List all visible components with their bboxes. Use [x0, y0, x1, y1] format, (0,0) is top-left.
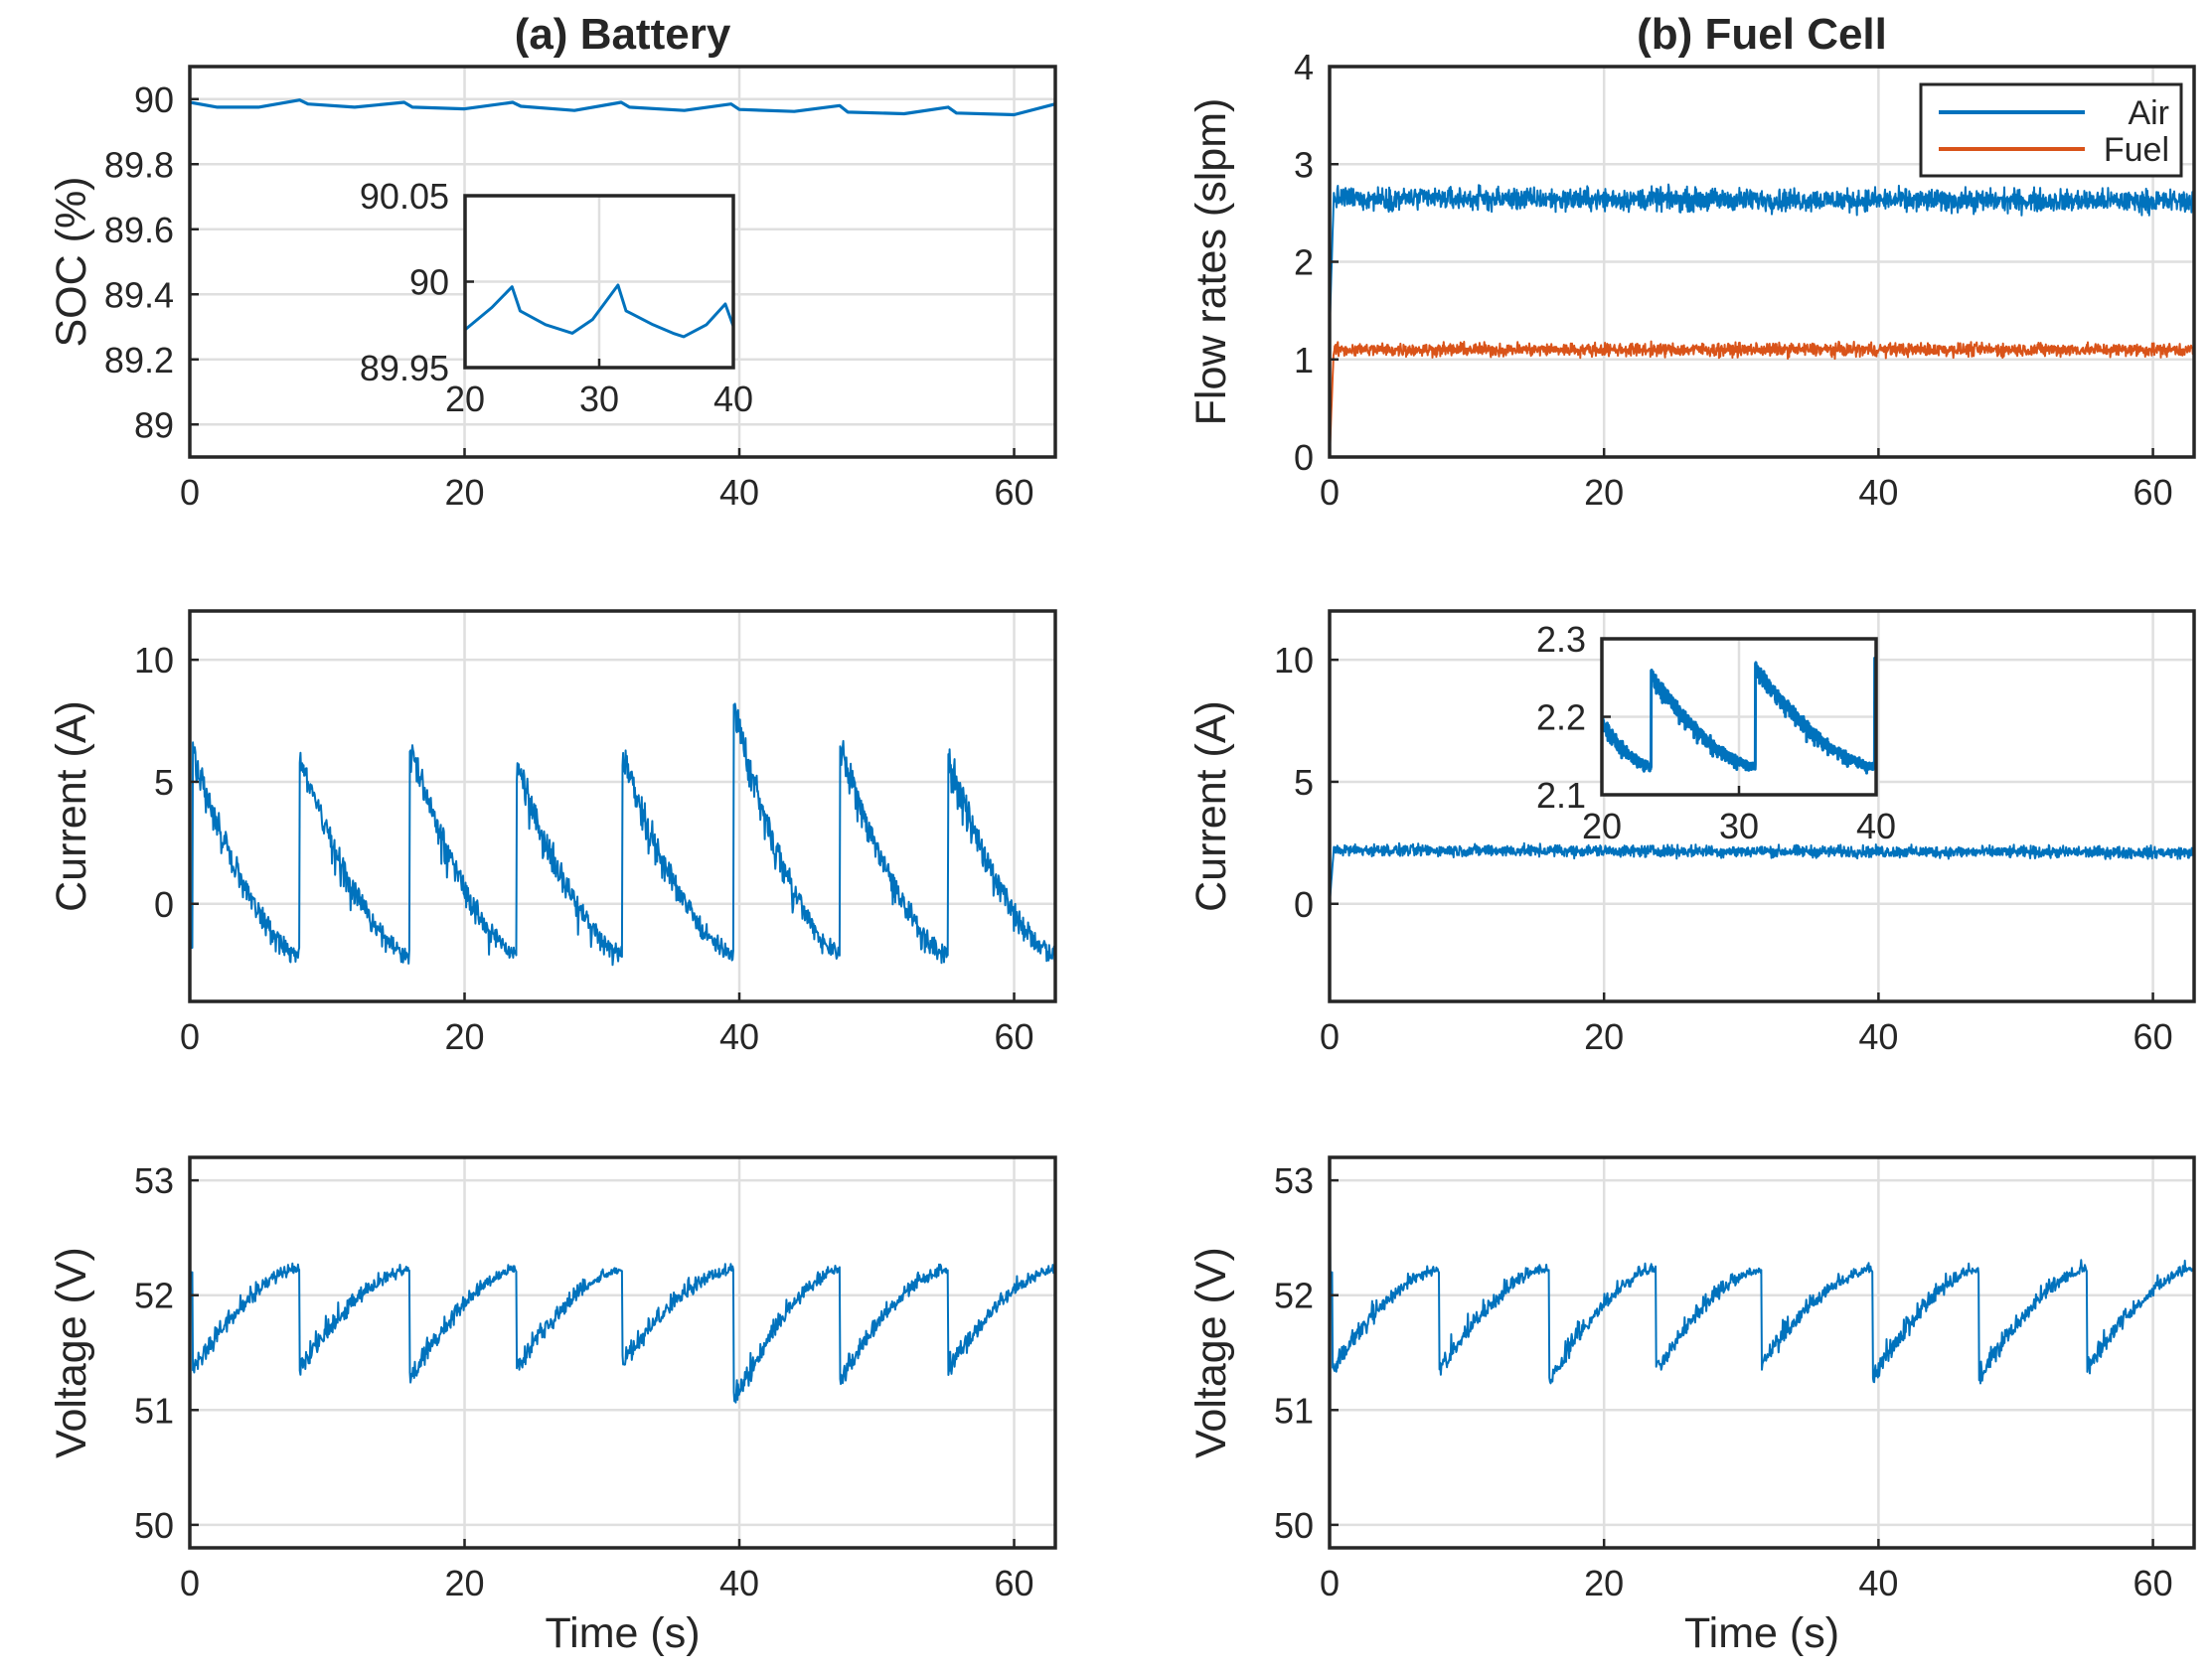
y-tick-label: 52 — [134, 1276, 174, 1316]
x-tick-label: 0 — [1320, 1563, 1340, 1603]
y-tick-label: 4 — [1294, 47, 1314, 87]
series-line-fuel-cell-current — [1330, 841, 2194, 904]
y-tick-label: 2.2 — [1536, 697, 1586, 738]
x-tick-label: 0 — [1320, 472, 1340, 513]
y-tick-label: 51 — [1274, 1390, 1314, 1431]
x-axis-label: Time (s) — [1684, 1609, 1839, 1657]
x-tick-label: 60 — [995, 1016, 1034, 1057]
y-tick-label: 53 — [1274, 1160, 1314, 1201]
series-line-battery-current — [190, 702, 1055, 967]
chart-a-voltage: 0 20 40 60 50 51 52 53 Voltage (V) Time (s) — [48, 1155, 1057, 1657]
y-tick-label: 3 — [1294, 144, 1314, 185]
y-tick-label: 89.95 — [360, 348, 449, 388]
x-tick-label: 0 — [180, 472, 200, 513]
series-line-air — [1330, 183, 2194, 331]
y-tick-label: 10 — [1274, 640, 1314, 681]
y-tick-label: 53 — [134, 1160, 174, 1201]
y-tick-label: 89.8 — [104, 144, 174, 185]
x-tick-label: 40 — [1858, 472, 1898, 513]
chart-b-flow: 0 20 40 60 0 1 2 3 4 (b) Fuel Cell Flow rates (slp… — [1187, 10, 2196, 513]
x-tick-label: 40 — [719, 472, 759, 513]
series-line-fuel-cell-voltage — [1330, 1157, 2194, 1385]
chart-title: (b) Fuel Cell — [1637, 10, 1887, 59]
x-tick-label: 60 — [2133, 1563, 2173, 1603]
x-tick-label: 0 — [1320, 1016, 1340, 1057]
y-tick-label: 0 — [1294, 437, 1314, 478]
legend-label-air: Air — [2128, 94, 2169, 132]
y-tick-label: 89 — [134, 404, 174, 445]
y-axis-label: Voltage (V) — [1187, 1247, 1235, 1458]
inset-b-current: 20 30 40 2.1 2.2 2.3 — [1536, 619, 1896, 846]
x-tick-label: 40 — [719, 1016, 759, 1057]
x-tick-label: 20 — [444, 472, 484, 513]
x-tick-label: 60 — [2133, 472, 2173, 513]
x-tick-label: 20 — [1584, 1563, 1624, 1603]
x-tick-label: 40 — [1858, 1016, 1898, 1057]
x-tick-label: 20 — [1584, 1016, 1624, 1057]
chart-title: (a) Battery — [515, 10, 731, 59]
y-tick-label: 1 — [1294, 340, 1314, 380]
x-tick-label: 20 — [445, 379, 485, 419]
y-tick-label: 51 — [134, 1390, 174, 1431]
y-tick-label: 90 — [134, 79, 174, 120]
x-tick-label: 0 — [180, 1563, 200, 1603]
y-tick-label: 2.3 — [1536, 619, 1586, 660]
series-line-battery-voltage — [190, 1262, 1055, 1404]
y-tick-label: 2 — [1294, 242, 1314, 283]
x-tick-label: 0 — [180, 1016, 200, 1057]
y-axis-label: Flow rates (slpm) — [1187, 98, 1235, 426]
x-tick-label: 20 — [1584, 472, 1624, 513]
axes-frame — [188, 1155, 1057, 1550]
y-tick-label: 90.05 — [360, 176, 449, 217]
y-tick-label: 0 — [154, 884, 174, 925]
x-tick-label: 60 — [2133, 1016, 2173, 1057]
x-tick-label: 30 — [1719, 806, 1759, 846]
chart-a-soc: 0 20 40 60 89 89.2 89.4 89.6 89.8 90 (a) Battery SO… — [48, 10, 1057, 513]
axes-frame — [188, 65, 1057, 459]
x-tick-label: 40 — [719, 1563, 759, 1603]
y-tick-label: 2.1 — [1536, 775, 1586, 816]
y-tick-label: 50 — [134, 1505, 174, 1546]
y-tick-label: 50 — [1274, 1505, 1314, 1546]
x-tick-label: 20 — [444, 1016, 484, 1057]
series-line-fuel — [1330, 340, 2194, 457]
y-tick-label: 52 — [1274, 1276, 1314, 1316]
y-tick-label: 89.6 — [104, 210, 174, 250]
y-tick-label: 5 — [1294, 762, 1314, 803]
x-axis-label: Time (s) — [545, 1609, 700, 1657]
x-tick-label: 20 — [444, 1563, 484, 1603]
series-line-soc — [190, 98, 1055, 117]
axes-frame — [188, 609, 1057, 1003]
y-tick-label: 90 — [409, 262, 449, 303]
axes-frame — [1328, 609, 2196, 1003]
chart-a-current: 0 20 40 60 0 5 10 Current (A) — [48, 609, 1057, 1057]
y-axis-label: Current (A) — [1187, 700, 1235, 912]
x-tick-label: 40 — [1858, 1563, 1898, 1603]
y-tick-label: 89.4 — [104, 274, 174, 315]
inset-a-soc: 20 30 40 89.95 90 90.05 — [360, 176, 753, 419]
y-tick-label: 5 — [154, 762, 174, 803]
y-tick-label: 0 — [1294, 884, 1314, 925]
y-axis-label: SOC (%) — [48, 177, 95, 348]
legend-label-fuel: Fuel — [2104, 131, 2169, 169]
x-tick-label: 40 — [713, 379, 753, 419]
axes-frame — [1328, 1155, 2196, 1550]
legend-box — [1919, 82, 2183, 178]
y-axis-label: Voltage (V) — [48, 1247, 95, 1458]
y-tick-label: 10 — [134, 640, 174, 681]
y-tick-label: 89.2 — [104, 340, 174, 380]
series-line-current-zoom — [1602, 657, 1876, 775]
series-line-soc-zoom — [465, 283, 733, 339]
x-tick-label: 60 — [995, 472, 1034, 513]
x-tick-label: 20 — [1582, 806, 1622, 846]
x-tick-label: 60 — [995, 1563, 1034, 1603]
x-tick-label: 30 — [579, 379, 619, 419]
chart-b-voltage: 0 20 40 60 50 51 52 53 Voltage (V) Time (s) — [1187, 1155, 2196, 1657]
y-axis-label: Current (A) — [48, 700, 95, 912]
x-tick-label: 40 — [1856, 806, 1896, 846]
